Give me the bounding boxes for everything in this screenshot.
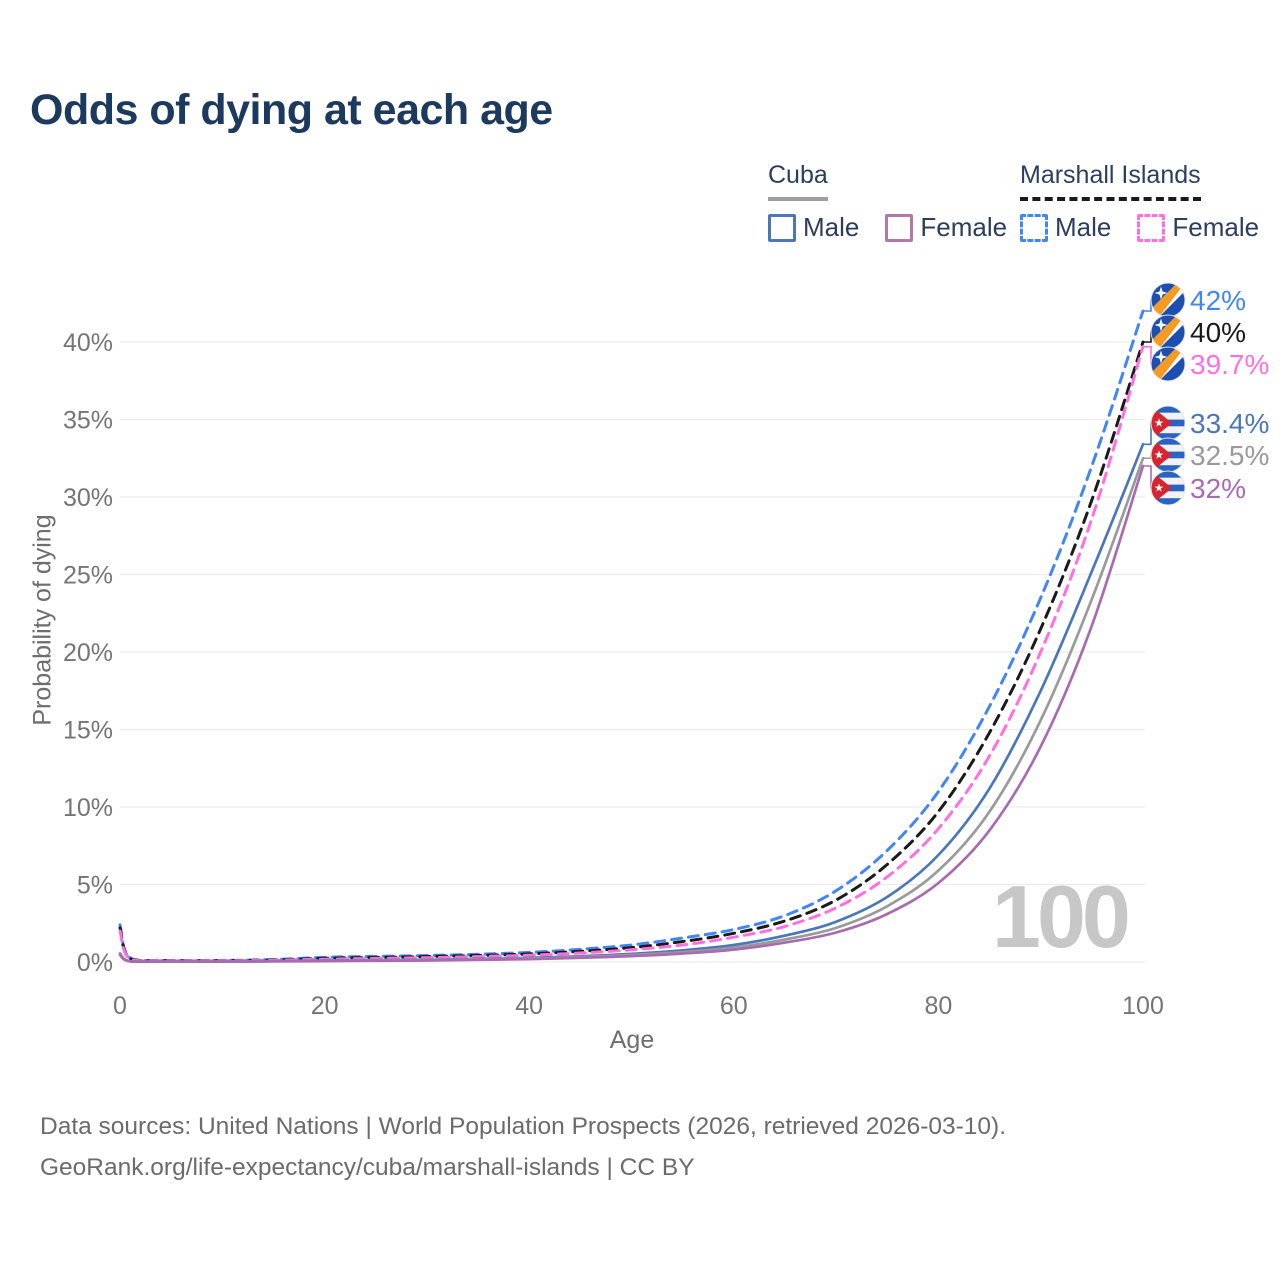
x-tick-label: 20 (311, 992, 339, 1020)
legend-item-marshall-female[interactable]: Female (1137, 212, 1259, 243)
cuba-flag-icon (1150, 470, 1186, 506)
x-tick-label: 100 (1122, 992, 1164, 1020)
age-watermark: 100 (992, 867, 1131, 966)
marshall-islands-flag-icon (1150, 314, 1186, 350)
legend-group-marshall-islands-title: Marshall Islands (1020, 161, 1201, 201)
legend-item-label: Male (803, 212, 860, 242)
series-line-marshall-islands-both-sexes[interactable] (118, 340, 1145, 963)
series-line-marshall-islands-female[interactable] (118, 345, 1145, 963)
x-tick-label: 80 (924, 992, 952, 1020)
end-value-label: 40% (1190, 317, 1246, 348)
legend-item-label: Female (920, 212, 1008, 242)
end-value-label: 42% (1190, 285, 1246, 316)
legend-item-cuba-male[interactable]: Male (768, 212, 859, 243)
series-line-cuba-female[interactable] (118, 464, 1145, 964)
y-tick-label: 20% (63, 639, 113, 667)
x-tick-label: 0 (113, 992, 127, 1020)
y-tick-label: 40% (63, 329, 113, 357)
legend-item-label: Female (1172, 212, 1260, 242)
end-value-label: 33.4% (1190, 408, 1269, 439)
marshall-male-swatch-icon (1020, 213, 1048, 242)
legend-group-cuba-title: Cuba (768, 161, 828, 201)
y-tick-label: 10% (63, 794, 113, 822)
end-value-label: 32% (1190, 473, 1246, 504)
legend-row-cuba: Male Female (768, 212, 1007, 243)
page-title: Odds of dying at each age (30, 86, 553, 134)
x-axis-title: Age (609, 1026, 655, 1054)
y-tick-label: 15% (63, 717, 113, 745)
legend-group-cuba: Cuba Male Female (768, 161, 1007, 243)
marshall-female-swatch-icon (1137, 213, 1166, 242)
series-line-cuba-both-sexes[interactable] (118, 456, 1145, 964)
y-tick-label: 25% (63, 562, 113, 590)
legend-item-marshall-male[interactable]: Male (1020, 212, 1111, 243)
cuba-flag-icon (1150, 405, 1186, 441)
end-value-label: 32.5% (1190, 440, 1269, 471)
legend-item-cuba-female[interactable]: Female (885, 212, 1007, 243)
cuba-flag-icon (1150, 437, 1186, 473)
series-line-marshall-islands-male[interactable] (118, 309, 1145, 963)
end-value-label: 39.7% (1190, 349, 1269, 380)
y-tick-label: 0% (77, 949, 113, 977)
footer: Data sources: United Nations | World Pop… (40, 1106, 1006, 1188)
x-tick-label: 40 (515, 992, 543, 1020)
footer-data-sources: Data sources: United Nations | World Pop… (40, 1113, 1007, 1140)
cuba-female-swatch-icon (885, 213, 914, 242)
y-axis-title: Probability of dying (28, 514, 57, 726)
marshall-islands-flag-icon (1150, 346, 1186, 382)
footer-attribution-link[interactable]: GeoRank.org/life-expectancy/cuba/marshal… (40, 1154, 695, 1181)
y-tick-label: 5% (77, 872, 113, 900)
legend-item-label: Male (1055, 212, 1112, 242)
y-tick-label: 35% (63, 407, 113, 435)
x-tick-label: 60 (720, 992, 748, 1020)
legend-group-marshall-islands: Marshall Islands Male Female (1020, 161, 1259, 243)
marshall-islands-flag-icon (1150, 282, 1186, 318)
y-tick-label: 30% (63, 484, 113, 512)
legend-row-marshall-islands: Male Female (1020, 212, 1259, 243)
cuba-male-swatch-icon (768, 213, 796, 242)
